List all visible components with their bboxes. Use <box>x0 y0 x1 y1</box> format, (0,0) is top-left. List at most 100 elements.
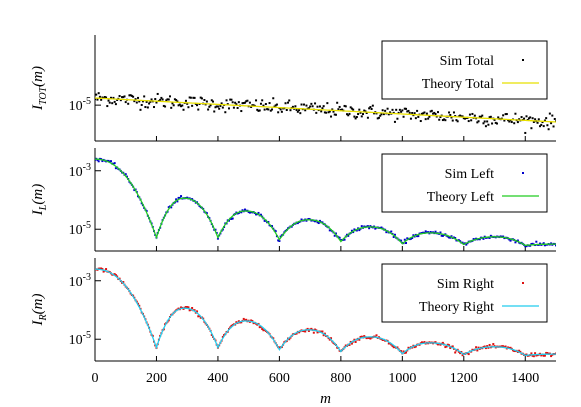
data-point <box>484 125 487 128</box>
data-point <box>499 235 502 238</box>
data-point <box>333 234 336 237</box>
data-point <box>510 121 513 124</box>
data-point <box>334 232 337 235</box>
data-point <box>338 105 341 108</box>
data-point <box>488 343 491 346</box>
data-point <box>467 120 470 123</box>
data-point <box>170 206 173 209</box>
data-point <box>336 101 339 104</box>
data-point <box>481 114 484 117</box>
data-point <box>440 234 443 237</box>
data-point <box>514 241 517 244</box>
data-point <box>256 323 259 326</box>
data-point <box>464 117 467 120</box>
data-point <box>316 105 319 108</box>
data-point <box>322 105 325 108</box>
data-point <box>359 111 362 114</box>
data-point <box>413 346 416 349</box>
data-point <box>266 108 269 111</box>
data-point <box>320 330 323 333</box>
data-point <box>508 238 511 241</box>
data-point <box>306 327 309 330</box>
data-point <box>402 350 405 353</box>
data-point <box>475 346 478 349</box>
data-point <box>393 233 396 236</box>
data-point <box>455 239 458 242</box>
data-point <box>167 319 170 322</box>
data-point <box>518 349 521 352</box>
data-point <box>505 113 508 116</box>
data-point <box>400 110 403 113</box>
y-tick-label: 10-5 <box>69 330 91 348</box>
data-point <box>525 115 528 118</box>
legend-label-sim: Sim Left <box>445 167 494 182</box>
legend: Sim Total Theory Total <box>381 40 548 100</box>
data-point <box>177 307 180 310</box>
data-point <box>456 120 459 123</box>
data-point <box>314 102 317 105</box>
data-point <box>186 306 189 309</box>
data-point <box>209 104 212 107</box>
data-point <box>296 222 299 225</box>
data-point <box>305 104 308 107</box>
data-point <box>509 346 512 349</box>
data-point <box>363 109 366 112</box>
data-point <box>543 119 546 122</box>
legend-label-sim: Sim Total <box>440 54 494 69</box>
data-point <box>361 113 364 116</box>
data-point <box>196 104 199 107</box>
data-point <box>243 208 246 211</box>
data-point <box>252 104 255 107</box>
data-point <box>205 100 208 103</box>
data-point <box>119 99 122 102</box>
data-point <box>278 240 281 243</box>
data-point <box>231 101 234 104</box>
data-point <box>348 112 351 115</box>
data-point <box>452 111 455 114</box>
data-point <box>316 221 319 224</box>
data-point <box>417 115 420 118</box>
data-point <box>123 95 126 98</box>
data-point <box>467 353 470 356</box>
data-point <box>298 109 301 112</box>
data-point <box>129 94 132 97</box>
data-point <box>237 320 240 323</box>
data-point <box>105 96 108 99</box>
data-point <box>328 110 331 113</box>
data-point <box>487 123 490 126</box>
data-point <box>446 343 449 346</box>
data-point <box>525 353 528 356</box>
data-point <box>371 104 374 107</box>
data-point <box>321 107 324 110</box>
data-point <box>114 103 117 106</box>
data-point <box>321 221 324 224</box>
data-point <box>305 219 308 222</box>
data-point <box>310 327 313 330</box>
data-point <box>287 101 290 104</box>
data-point <box>434 341 437 344</box>
data-point <box>423 111 426 114</box>
data-point <box>408 111 411 114</box>
data-point <box>535 354 538 357</box>
data-point <box>379 114 382 117</box>
data-point <box>461 115 464 118</box>
data-point <box>418 343 421 346</box>
data-point <box>548 112 551 115</box>
data-point <box>439 343 442 346</box>
data-point <box>289 109 292 112</box>
data-point <box>96 159 99 162</box>
data-point <box>471 112 474 115</box>
data-point <box>140 103 143 106</box>
y-tick-label: 10-3 <box>69 162 91 180</box>
data-point <box>295 109 298 112</box>
data-point <box>299 112 302 115</box>
data-point <box>545 351 548 354</box>
data-point <box>502 114 505 117</box>
data-point <box>421 112 424 115</box>
data-point <box>288 338 291 341</box>
data-point <box>310 102 313 105</box>
data-point <box>449 347 452 350</box>
x-axis: 0 200 400 600 800 1000 1200 1400 m <box>92 371 540 407</box>
data-point <box>534 118 537 121</box>
